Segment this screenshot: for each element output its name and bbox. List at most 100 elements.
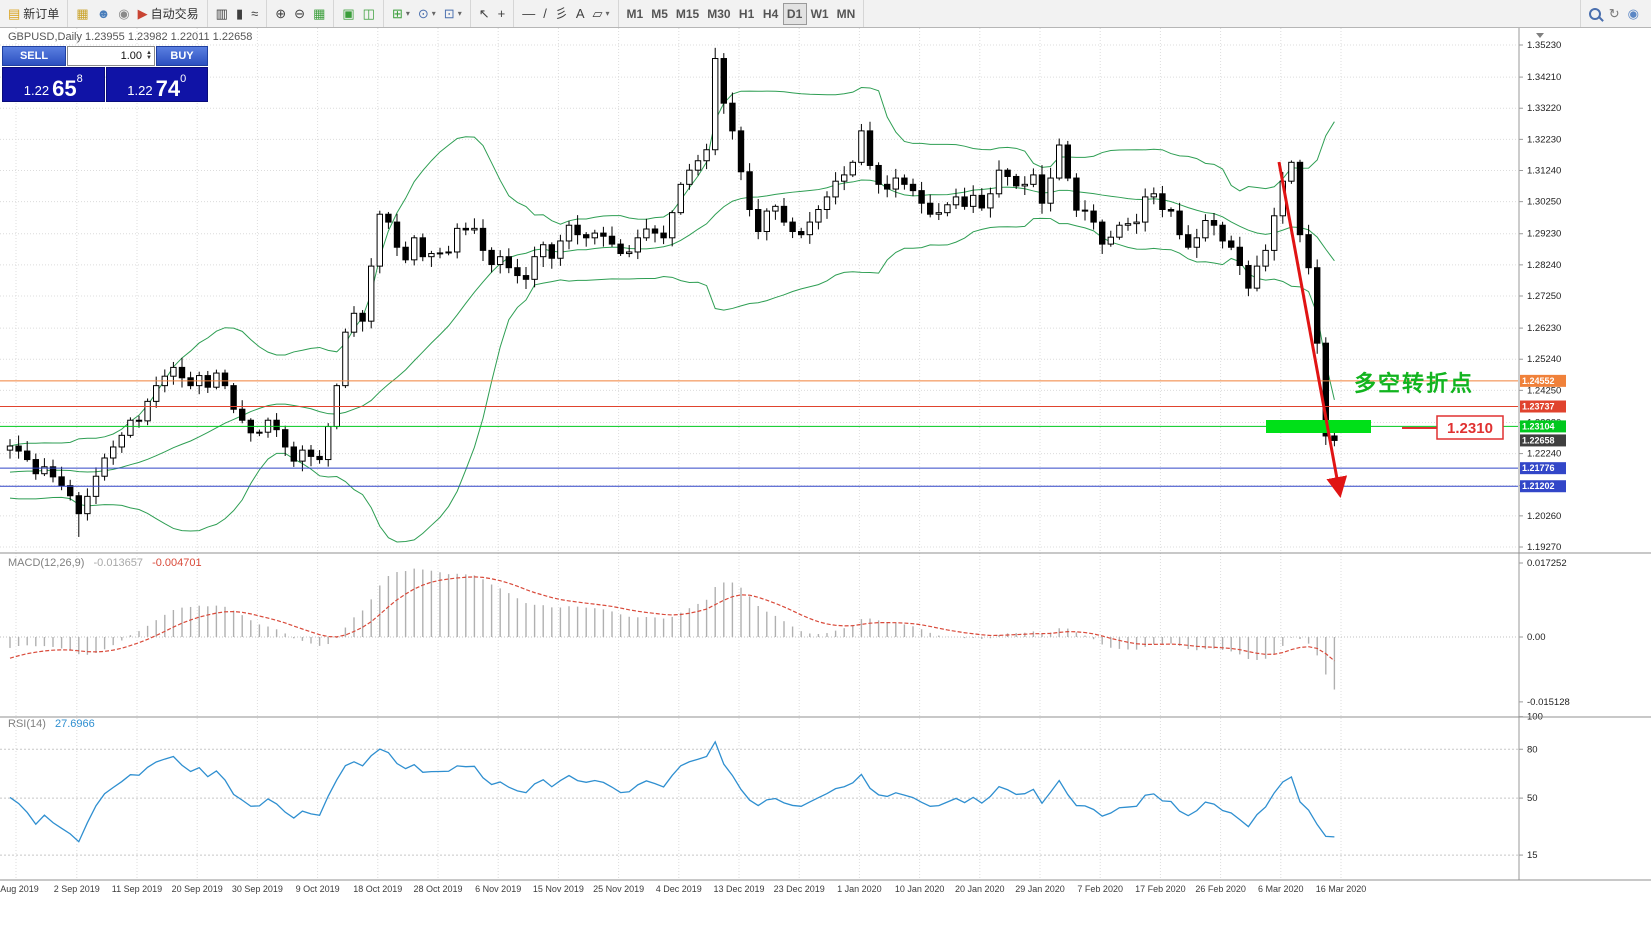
tf-m1[interactable]: M1 [623,3,648,25]
horizontal-line-icon[interactable]: — [518,3,539,25]
refresh-icon[interactable]: ↻ [1605,3,1624,25]
date-label[interactable]: 1 Jan 2020 [837,884,882,894]
sell-price[interactable]: 1.22 65 8 [2,67,105,102]
date-axis[interactable]: 3 Aug 2019 2 Sep 2019 11 Sep 2019 20 Sep 20… [0,884,1366,894]
date-label[interactable]: 6 Mar 2020 [1258,884,1304,894]
date-label[interactable]: 20 Sep 2019 [172,884,223,894]
candle-body [1038,174,1046,204]
candlestick-chart-icon[interactable]: ▮ [232,3,247,25]
date-label[interactable]: 9 Oct 2019 [296,884,340,894]
history-center-icon[interactable]: ▦ [72,3,92,25]
text-label-icon[interactable]: A [572,3,589,25]
level-lines[interactable] [0,380,1518,487]
trend-arrow[interactable] [1277,161,1348,498]
arrange-windows-icon[interactable]: ◫ [359,3,379,25]
date-label[interactable]: 6 Nov 2019 [475,884,521,894]
candle-body [1013,175,1020,187]
date-label[interactable]: 29 Jan 2020 [1015,884,1065,894]
buy-button[interactable]: BUY [156,46,208,66]
date-label[interactable]: 23 Dec 2019 [774,884,825,894]
candle-body [170,366,177,377]
profile-icon[interactable]: ☻ [93,3,115,25]
volume-down-icon[interactable]: ▼ [146,55,152,61]
date-label[interactable]: 10 Jan 2020 [895,884,945,894]
trendline-icon[interactable]: / [539,3,551,25]
template-icon[interactable]: ⊡ ▾ [440,3,466,25]
rsi-label-name: RSI(14) [8,718,46,730]
volume-spinner-arrows[interactable]: ▲ ▼ [146,50,152,61]
zoom-in-icon[interactable]: ⊕ [271,3,290,25]
candle-body [1331,435,1338,441]
trade-panel-top-row: SELL 1.00 ▲ ▼ BUY [2,46,208,66]
date-label[interactable]: 26 Feb 2020 [1195,884,1246,894]
date-label[interactable]: 15 Nov 2019 [533,884,584,894]
toolbar-group: ▤ 新订单 [0,0,69,27]
tf-mn[interactable]: MN [833,3,860,25]
price-scale[interactable]: 1.35230 1.34210 1.33220 1.32230 1.31240 1.302… [1518,28,1570,880]
fibonacci-icon[interactable]: 彡 [551,3,572,25]
tf-h4[interactable]: H4 [759,3,783,25]
date-label[interactable]: 7 Feb 2020 [1077,884,1123,894]
date-label[interactable]: 13 Dec 2019 [713,884,764,894]
scale-menu-icon[interactable] [1536,33,1544,38]
shapes-icon[interactable]: ▱ ▾ [589,3,614,25]
candle-body [1305,234,1312,269]
volume-value[interactable]: 1.00 [120,50,143,62]
metaquotes-icon[interactable]: ◉ [1624,3,1643,25]
cascade-windows-icon[interactable]: ▣ [338,3,358,25]
tf-h1[interactable]: H1 [735,3,759,25]
sell-price-big: 65 [52,76,77,101]
candle-body [548,244,555,259]
candle-body [952,196,960,206]
date-label[interactable]: 28 Oct 2019 [413,884,462,894]
volume-up-icon[interactable]: ▲ [146,50,152,56]
zoom-out-icon[interactable]: ⊖ [290,3,309,25]
period-icon[interactable]: ⊙ ▾ [414,3,440,25]
volume-stepper[interactable]: 1.00 ▲ ▼ [67,46,155,66]
support-zone-rectangle[interactable] [1266,420,1371,433]
date-label[interactable]: 20 Jan 2020 [955,884,1005,894]
community-icon-glyph: ◉ [118,6,130,21]
buy-price[interactable]: 1.22 74 0 [105,67,208,102]
rsi-panel [0,740,1518,856]
date-label[interactable]: 2 Sep 2019 [54,884,100,894]
trade-panel-price-row: 1.22 65 8 1.22 74 0 [2,67,208,102]
date-label[interactable]: 18 Oct 2019 [353,884,402,894]
candle-body [763,210,770,233]
date-label[interactable]: 16 Mar 2020 [1316,884,1367,894]
new-order-button[interactable]: ▤ 新订单 [4,3,63,25]
price-callout[interactable]: 1.2310 [1402,415,1504,440]
date-label[interactable]: 11 Sep 2019 [112,884,162,894]
candle-body [368,265,375,322]
bar-chart-icon[interactable]: ▥ [212,3,232,25]
autotrading-button[interactable]: ▶ 自动交易 [134,3,203,25]
candle-body [1021,183,1028,187]
crosshair-icon[interactable]: + [494,3,510,25]
tf-w1[interactable]: W1 [807,3,833,25]
sell-button[interactable]: SELL [2,46,66,66]
candle-body [789,221,796,233]
date-label[interactable]: 4 Dec 2019 [656,884,702,894]
rsi-scale-label: 50 [1527,793,1538,804]
date-label[interactable]: 25 Nov 2019 [593,884,644,894]
turning-point-label[interactable]: 多空转折点 [1354,371,1474,396]
tf-m15[interactable]: M15 [672,3,703,25]
line-chart-icon[interactable]: ≈ [247,3,262,25]
toolbar-group: ⊞ ▾ ⊙ ▾ ⊡ ▾ [384,0,471,27]
tf-d1[interactable]: D1 [782,2,807,25]
candle-body [1090,210,1097,223]
tf-m5[interactable]: M5 [647,3,672,25]
search-icon[interactable] [1585,3,1605,25]
candle-body [178,366,186,379]
tile-windows-icon[interactable]: ▦ [309,3,329,25]
date-label[interactable]: 30 Sep 2019 [232,884,283,894]
tf-m30[interactable]: M30 [703,3,734,25]
chart-canvas[interactable]: 1.2310 多空转折点 GBPUSD,Daily 1.23955 1.2398… [0,28,1651,945]
date-label[interactable]: 3 Aug 2019 [0,884,39,894]
candle-body [505,256,513,269]
new-chart-icon[interactable]: ⊞ ▾ [388,3,414,25]
date-label[interactable]: 17 Feb 2020 [1135,884,1186,894]
cursor-icon[interactable]: ↖ [475,3,494,25]
candle-body [385,213,392,223]
community-icon[interactable]: ◉ [114,3,133,25]
